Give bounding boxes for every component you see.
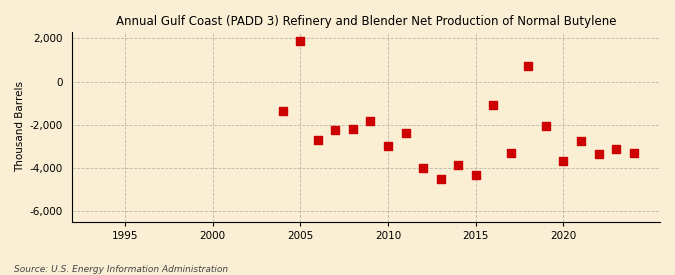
Point [418, 166, 429, 170]
Point [576, 139, 587, 143]
Point [506, 150, 516, 155]
Point [365, 119, 376, 124]
Point [295, 39, 306, 43]
Point [435, 176, 446, 181]
Point [313, 138, 323, 142]
Y-axis label: Thousand Barrels: Thousand Barrels [15, 81, 25, 172]
Point [523, 64, 534, 69]
Point [330, 128, 341, 132]
Point [383, 144, 394, 148]
Point [470, 173, 481, 178]
Point [593, 152, 604, 156]
Point [348, 127, 358, 131]
Point [541, 123, 551, 128]
Point [453, 162, 464, 167]
Point [628, 150, 639, 155]
Title: Annual Gulf Coast (PADD 3) Refinery and Blender Net Production of Normal Butylen: Annual Gulf Coast (PADD 3) Refinery and … [116, 15, 616, 28]
Point [400, 131, 411, 136]
Point [611, 147, 622, 152]
Point [558, 159, 569, 164]
Point [488, 103, 499, 108]
Text: Source: U.S. Energy Information Administration: Source: U.S. Energy Information Administ… [14, 265, 227, 274]
Point [277, 108, 288, 113]
